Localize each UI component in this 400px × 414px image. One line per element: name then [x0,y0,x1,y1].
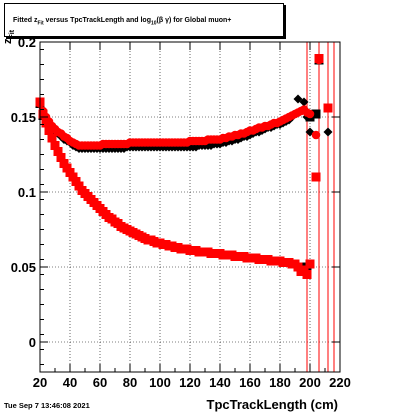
data-point [302,270,312,279]
title-box: Fitted zFit versus TpcTrackLength and lo… [4,3,284,37]
data-point [323,103,333,113]
y-tick-label: 0.05 [11,260,36,275]
data-point [305,259,315,269]
data-point [44,126,54,135]
data-point [311,109,321,119]
data-point [314,54,324,63]
y-axis-label: zFit [2,29,17,44]
x-tick-label: 200 [299,375,321,390]
x-tick-label: 40 [63,375,77,390]
data-point [305,109,315,119]
x-tick-label: 120 [179,375,201,390]
data-point [311,172,321,182]
x-tick-label: 80 [123,375,137,390]
data-point [38,109,48,119]
y-tick-label: 0 [29,335,36,350]
datestamp: Tue Sep 7 13:46:08 2021 [4,401,90,410]
x-tick-label: 160 [239,375,261,390]
x-tick-label: 60 [93,375,107,390]
x-tick-label: 180 [269,375,291,390]
data-point [47,133,57,143]
data-point [56,153,66,162]
chart-title: Fitted zFit versus TpcTrackLength and lo… [13,17,232,27]
x-axis-label: TpcTrackLength (cm) [206,397,338,412]
data-point [50,141,60,150]
data-point [323,127,333,137]
y-tick-label: 0.1 [18,185,36,200]
x-tick-label: 140 [209,375,231,390]
data-point [41,118,51,128]
data-point [311,130,321,140]
data-point [299,97,309,107]
y-tick-label: 0.15 [11,110,36,125]
x-tick-label: 220 [329,375,351,390]
y-tick-label: 0.2 [18,35,36,50]
x-tick-label: 100 [149,375,171,390]
x-tick-label: 20 [33,375,47,390]
data-point [53,147,63,156]
